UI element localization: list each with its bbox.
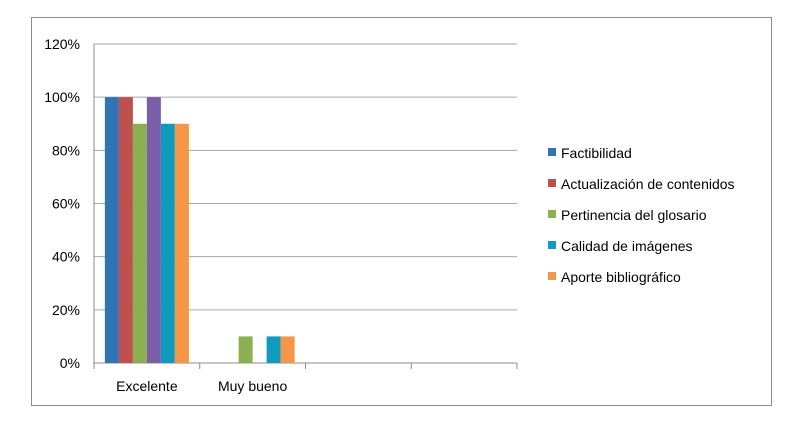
legend-label: Factibilidad (561, 145, 632, 161)
y-tick-label: 0% (60, 355, 80, 371)
y-tick-label: 120% (44, 36, 80, 52)
bar-aporte (280, 336, 295, 363)
legend-swatch (548, 179, 556, 187)
x-tick-label: Muy bueno (218, 378, 287, 394)
bar-calidad (266, 336, 281, 363)
legend-swatch (548, 210, 556, 218)
y-tick-label: 80% (52, 142, 80, 158)
legend-label: Pertinencia del glosario (561, 207, 707, 223)
bar-aporte (174, 123, 189, 363)
y-tick-label: 40% (52, 249, 80, 265)
bar-actualizacion (118, 97, 133, 364)
bar-pertinencia (132, 123, 147, 363)
legend-label: Aporte bibliográfico (561, 269, 681, 285)
legend-label: Actualización de contenidos (561, 176, 735, 192)
legend-swatch (548, 148, 556, 156)
bar-extra-series (146, 97, 161, 364)
y-tick-label: 60% (52, 196, 80, 212)
legend-label: Calidad de imágenes (561, 238, 693, 254)
bar-pertinencia (238, 336, 253, 363)
legend-swatch (548, 241, 556, 249)
y-tick-label: 100% (44, 89, 80, 105)
legend-swatch (548, 272, 556, 280)
bar-factibilidad (104, 97, 119, 364)
x-tick-label: Excelente (116, 378, 178, 394)
y-tick-label: 20% (52, 302, 80, 318)
bar-calidad (160, 123, 175, 363)
